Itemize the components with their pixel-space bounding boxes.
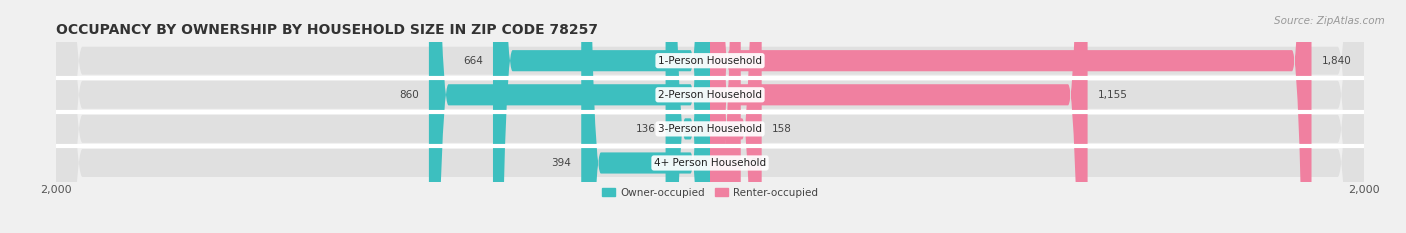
FancyBboxPatch shape <box>56 0 1364 233</box>
Text: 4+ Person Household: 4+ Person Household <box>654 158 766 168</box>
Text: 860: 860 <box>399 90 419 100</box>
Text: 94: 94 <box>751 158 763 168</box>
Text: 158: 158 <box>772 124 792 134</box>
Text: 1,840: 1,840 <box>1322 56 1351 66</box>
Text: 2-Person Household: 2-Person Household <box>658 90 762 100</box>
FancyBboxPatch shape <box>665 0 710 233</box>
Text: 136: 136 <box>636 124 655 134</box>
Text: Source: ZipAtlas.com: Source: ZipAtlas.com <box>1274 16 1385 26</box>
Text: 3-Person Household: 3-Person Household <box>658 124 762 134</box>
FancyBboxPatch shape <box>710 0 741 233</box>
Legend: Owner-occupied, Renter-occupied: Owner-occupied, Renter-occupied <box>598 183 823 202</box>
FancyBboxPatch shape <box>56 0 1364 233</box>
FancyBboxPatch shape <box>56 0 1364 233</box>
Text: 394: 394 <box>551 158 571 168</box>
Text: 1,155: 1,155 <box>1098 90 1128 100</box>
FancyBboxPatch shape <box>429 0 710 233</box>
FancyBboxPatch shape <box>494 0 710 233</box>
FancyBboxPatch shape <box>710 0 1088 233</box>
FancyBboxPatch shape <box>710 0 1312 233</box>
FancyBboxPatch shape <box>56 0 1364 233</box>
FancyBboxPatch shape <box>710 0 762 233</box>
FancyBboxPatch shape <box>581 0 710 233</box>
Text: 664: 664 <box>464 56 484 66</box>
Text: OCCUPANCY BY OWNERSHIP BY HOUSEHOLD SIZE IN ZIP CODE 78257: OCCUPANCY BY OWNERSHIP BY HOUSEHOLD SIZE… <box>56 23 598 37</box>
Text: 1-Person Household: 1-Person Household <box>658 56 762 66</box>
